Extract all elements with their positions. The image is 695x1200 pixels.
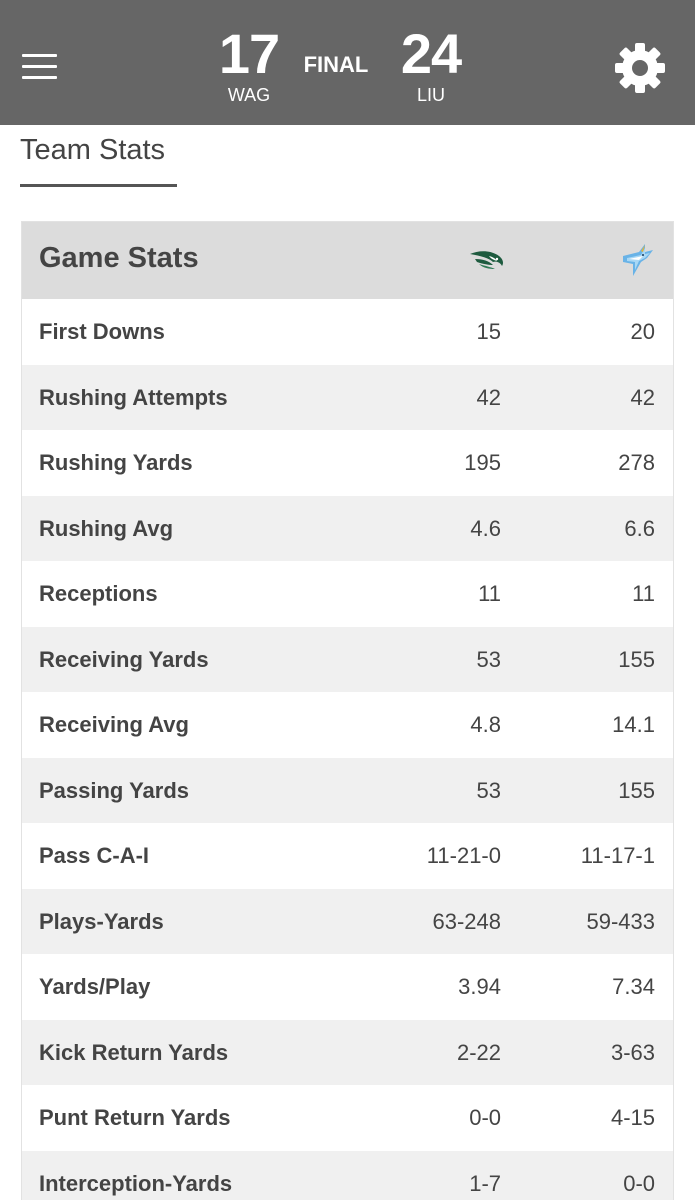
stat-label: Receiving Avg: [39, 712, 189, 737]
stat-row: First Downs 15 20: [22, 299, 673, 365]
stat-label: Interception-Yards: [39, 1170, 233, 1196]
home-stat-value: 4.8: [470, 712, 501, 737]
away-stat-value: 3-63: [610, 1039, 655, 1065]
stat-row: Receptions 11 11: [22, 561, 673, 627]
home-stat-value: 0-0: [469, 1105, 501, 1130]
stat-row: Passing Yards 53 155: [22, 757, 673, 823]
stat-label: Passing Yards: [39, 777, 190, 803]
stat-label: Rushing Attempts: [39, 384, 228, 410]
away-score: 24: [400, 22, 462, 85]
game-status: FINAL: [303, 52, 369, 77]
home-stat-value: 3.94: [458, 974, 501, 999]
stat-label: Yards/Play: [39, 974, 151, 999]
tab-team-stats[interactable]: Team Stats: [20, 134, 166, 166]
stat-row: Pass C-A-I 11-21-0 11-17-1: [22, 823, 673, 889]
game-stats-table: Game Stats First Downs 15 20 Rushing Att…: [21, 221, 674, 1200]
stat-label: Rushing Yards: [39, 450, 193, 475]
away-stat-value: 155: [618, 777, 655, 803]
stat-row: Plays-Yards 63-248 59-433: [22, 888, 673, 954]
away-stat-value: 20: [630, 319, 655, 344]
home-stat-value: 11: [478, 581, 501, 606]
home-stat-value: 63-248: [432, 908, 501, 934]
home-stat-value: 53: [476, 777, 501, 803]
home-stat-value: 15: [476, 319, 501, 344]
stat-label: First Downs: [39, 319, 165, 344]
away-stat-value: 11: [632, 581, 655, 606]
away-stat-value: 278: [618, 450, 655, 475]
hamburger-menu-icon[interactable]: [22, 52, 58, 82]
stat-label: Punt Return Yards: [39, 1105, 231, 1130]
stat-row: Rushing Avg 4.6 6.6: [22, 495, 673, 561]
home-stat-value: 53: [476, 646, 501, 672]
home-stat-value: 195: [464, 450, 501, 475]
stats-rows: First Downs 15 20 Rushing Attempts 42 42…: [22, 299, 673, 1200]
away-stat-value: 11-17-1: [580, 843, 655, 868]
stat-row: Rushing Attempts 42 42: [22, 364, 673, 430]
home-score: 17: [218, 22, 280, 85]
game-stats-header: Game Stats: [22, 222, 673, 299]
gear-icon[interactable]: [612, 40, 668, 96]
stat-row: Punt Return Yards 0-0 4-15: [22, 1085, 673, 1151]
tab-active-indicator: [20, 184, 177, 187]
liu-shark-logo-icon: [623, 244, 653, 276]
stat-label: Plays-Yards: [39, 908, 164, 934]
stat-row: Interception-Yards 1-7 0-0: [22, 1150, 673, 1200]
stat-label: Pass C-A-I: [39, 843, 150, 868]
home-stat-value: 42: [476, 384, 501, 410]
away-stat-value: 42: [630, 384, 655, 410]
stat-row: Receiving Avg 4.8 14.1: [22, 692, 673, 758]
away-stat-value: 7.34: [612, 974, 655, 999]
stat-label: Kick Return Yards: [39, 1039, 229, 1065]
away-stat-value: 14.1: [612, 712, 655, 737]
home-stat-value: 11-21-0: [426, 843, 501, 868]
game-stats-title: Game Stats: [39, 242, 199, 274]
away-stat-value: 0-0: [623, 1170, 655, 1196]
home-stat-value: 2-22: [456, 1039, 501, 1065]
stat-row: Receiving Yards 53 155: [22, 626, 673, 692]
scoreboard-bar: 17 WAG FINAL 24 LIU: [0, 0, 695, 125]
home-team-abbr: WAG: [227, 85, 271, 105]
stat-label: Rushing Avg: [39, 515, 174, 541]
wagner-seahawk-logo-icon: [470, 251, 503, 269]
stat-label: Receptions: [39, 581, 158, 606]
stat-row: Yards/Play 3.94 7.34: [22, 954, 673, 1020]
away-stat-value: 155: [618, 646, 655, 672]
away-stat-value: 59-433: [586, 908, 655, 934]
stat-row: Rushing Yards 195 278: [22, 430, 673, 496]
home-stat-value: 4.6: [470, 515, 501, 541]
stat-label: Receiving Yards: [39, 646, 209, 672]
home-stat-value: 1-7: [469, 1170, 501, 1196]
away-stat-value: 4-15: [610, 1105, 655, 1130]
away-stat-value: 6.6: [624, 515, 655, 541]
away-team-abbr: LIU: [416, 85, 445, 105]
stat-row: Kick Return Yards 2-22 3-63: [22, 1019, 673, 1085]
